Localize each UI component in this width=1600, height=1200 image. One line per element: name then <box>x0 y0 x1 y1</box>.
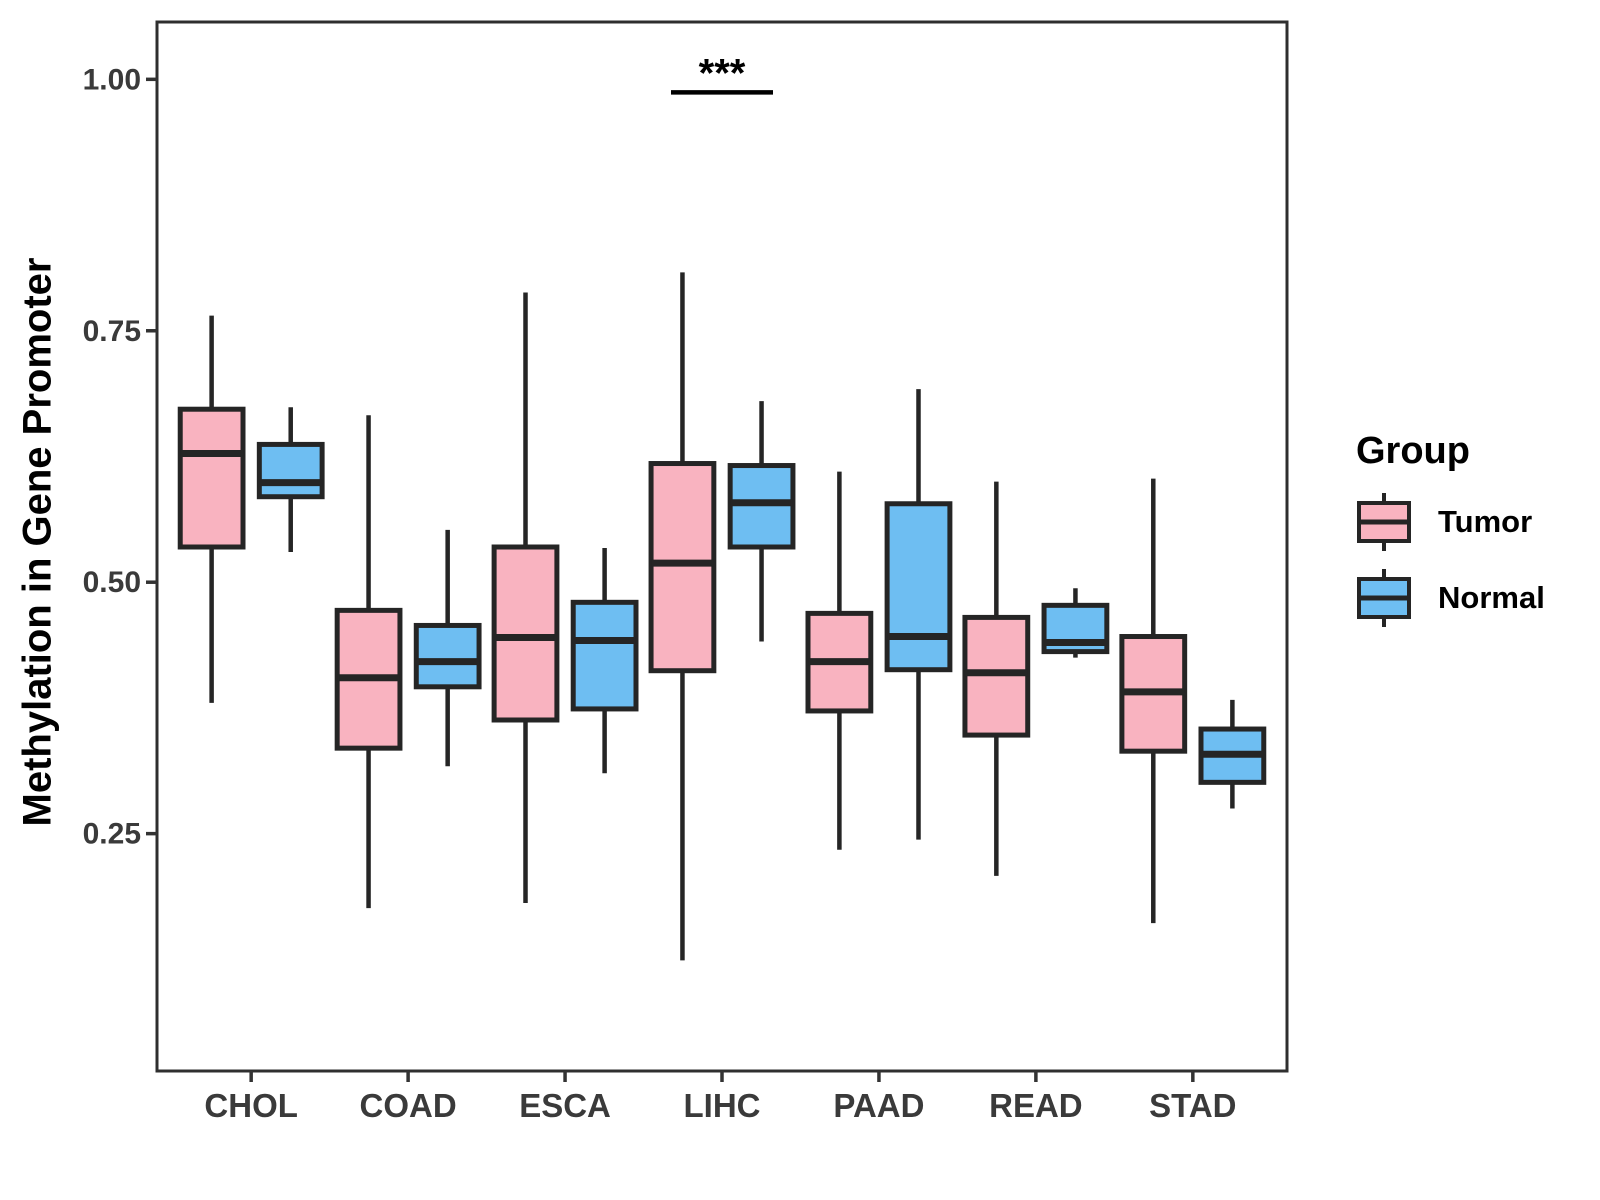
x-tick-label-PAAD: PAAD <box>833 1087 924 1124</box>
legend: Group Tumor Normal <box>1356 430 1545 643</box>
y-tick-label-0.75: 0.75 <box>83 315 141 348</box>
y-tick-label-0.5: 0.50 <box>83 566 141 599</box>
y-tick-label-1: 1.00 <box>83 63 141 96</box>
legend-item-tumor: Tumor <box>1356 491 1545 553</box>
box-PAAD-Normal <box>884 501 953 673</box>
box-LIHC-Normal <box>727 463 796 550</box>
box-CHOL-Normal <box>256 441 325 500</box>
legend-label-normal: Normal <box>1438 580 1545 615</box>
x-tick-label-ESCA: ESCA <box>519 1087 611 1124</box>
x-tick-label-CHOL: CHOL <box>204 1087 298 1124</box>
significance-text: *** <box>699 51 746 95</box>
y-axis-title: Methylation in Gene Promoter <box>15 257 60 827</box>
box-READ-Tumor <box>962 614 1031 738</box>
box-COAD-Normal <box>413 622 482 690</box>
legend-item-normal: Normal <box>1356 567 1545 629</box>
legend-key-normal-boxplot-icon <box>1356 567 1412 629</box>
legend-key-tumor-boxplot-icon <box>1356 491 1412 553</box>
box-ESCA-Tumor <box>491 544 560 723</box>
legend-title: Group <box>1356 430 1470 472</box>
x-tick-label-STAD: STAD <box>1149 1087 1236 1124</box>
plot-panel-border <box>155 20 1289 1073</box>
box-ESCA-Normal <box>570 599 639 712</box>
box-LIHC-Tumor <box>648 461 717 674</box>
x-tick-label-COAD: COAD <box>360 1087 457 1124</box>
x-tick-label-READ: READ <box>989 1087 1083 1124</box>
x-tick-label-LIHC: LIHC <box>684 1087 761 1124</box>
box-CHOL-Tumor <box>177 406 246 550</box>
legend-label-tumor: Tumor <box>1438 504 1533 539</box>
y-tick-label-0.25: 0.25 <box>83 818 141 851</box>
